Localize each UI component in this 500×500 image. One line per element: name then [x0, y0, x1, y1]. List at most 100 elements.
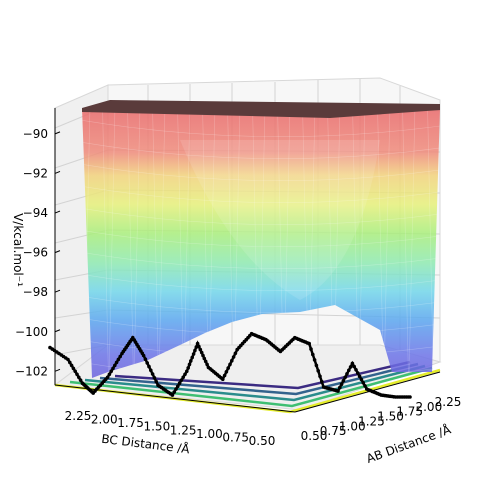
trajectory-point	[226, 366, 230, 370]
z-axis-label: V/kcal.mol⁻¹	[11, 213, 25, 287]
trajectory-point	[343, 375, 348, 380]
z-tick-label: −94	[23, 206, 48, 220]
trajectory-point	[314, 363, 319, 368]
trajectory-point	[228, 362, 232, 367]
trajectory-point	[198, 347, 203, 352]
z-tick-label: −102	[15, 364, 48, 378]
y-tick-label: 2.25	[65, 409, 92, 423]
trajectory-point	[187, 362, 192, 367]
z-tick-mark	[54, 289, 61, 293]
trajectory-point	[316, 369, 321, 373]
trajectory-point	[68, 360, 72, 365]
trajectory-point	[309, 347, 313, 351]
trajectory-point	[176, 384, 180, 389]
x-axis-ticks: 0.500.751.001.251.501.752.002.25	[301, 395, 462, 443]
trajectory-point	[116, 357, 121, 362]
x-tick-label: 1.50	[377, 410, 404, 424]
trajectory-point	[222, 373, 227, 378]
trajectory-point	[189, 359, 193, 363]
trajectory-point	[203, 359, 208, 364]
trajectory-point	[199, 350, 204, 355]
trajectory-point	[78, 378, 83, 383]
z-tick-mark	[54, 131, 61, 135]
trajectory-point	[73, 369, 77, 374]
z-tick-label: −92	[23, 166, 48, 180]
trajectory-point	[172, 390, 176, 394]
z-tick-mark	[54, 250, 61, 254]
trajectory-point	[361, 380, 366, 385]
z-tick-mark	[54, 210, 61, 214]
trajectory-point	[195, 341, 200, 346]
trajectory-point	[174, 387, 178, 391]
trajectory-point	[114, 360, 119, 365]
trajectory-point	[338, 385, 342, 390]
y-tick-label: 1.50	[143, 420, 170, 434]
trajectory-point	[149, 368, 153, 373]
z-tick-mark	[54, 329, 61, 333]
trajectory-point	[348, 365, 353, 369]
trajectory-point	[190, 355, 194, 360]
trajectory-point	[354, 368, 358, 372]
trajectory-point	[170, 393, 175, 397]
z-axis-ticks: −90 −92 −94 −96 −98 −100 −102	[15, 127, 61, 378]
trajectory-point	[318, 374, 322, 379]
trajectory-point	[307, 341, 312, 346]
y-tick-label: 0.50	[249, 434, 276, 448]
trajectory-point	[118, 354, 122, 359]
trajectory-point	[150, 372, 155, 376]
trajectory-point	[224, 370, 229, 374]
trajectory-point	[233, 351, 238, 356]
trajectory-point	[312, 358, 317, 362]
trajectory-point	[107, 372, 112, 377]
x-tick-label: 1.00	[339, 419, 366, 433]
trajectory-point	[147, 364, 151, 369]
x-tick-label: 2.25	[435, 395, 462, 409]
trajectory-point	[221, 377, 225, 382]
trajectory-point	[71, 366, 76, 371]
trajectory-point	[154, 379, 158, 384]
trajectory-point	[356, 371, 360, 375]
trajectory-point	[357, 374, 362, 379]
y-tick-label: 1.00	[196, 427, 223, 441]
trajectory-point	[350, 361, 355, 366]
trajectory-point	[69, 363, 74, 368]
trajectory-point	[197, 344, 201, 349]
trajectory-point	[205, 362, 209, 367]
y-axis-ticks: 2.25 2.00 1.75 1.50 1.25 1.00 0.75 0.50	[65, 409, 276, 448]
x-tick-label: 1.75	[396, 405, 423, 419]
trajectory-point	[66, 357, 70, 362]
trajectory-point	[191, 352, 196, 356]
trajectory-point	[105, 375, 110, 380]
trajectory-point	[231, 355, 236, 359]
trajectory-point	[359, 377, 364, 382]
trajectory-point	[347, 368, 351, 373]
trajectory-point	[352, 364, 357, 369]
trajectory-point	[345, 372, 349, 376]
x-tick-label: 2.00	[415, 400, 442, 414]
x-tick-label: 0.75	[320, 424, 347, 438]
y-tick-label: 0.75	[222, 430, 249, 444]
trajectory-point	[183, 372, 187, 377]
trajectory-point	[186, 366, 190, 370]
z-tick-mark	[54, 171, 61, 174]
trajectory-point	[320, 379, 324, 384]
y-tick-label: 1.25	[170, 423, 197, 437]
trajectory-point	[339, 382, 344, 387]
trajectory-point	[145, 361, 149, 365]
trajectory-point	[109, 369, 113, 374]
trajectory-point	[111, 366, 115, 371]
x-tick-label: 1.25	[358, 414, 385, 428]
trajectory-point	[77, 375, 81, 380]
trajectory-point	[141, 353, 146, 358]
x-tick-label: 0.50	[301, 429, 328, 443]
trajectory-point	[341, 378, 346, 383]
trajectory-point	[202, 356, 207, 361]
surface-top	[82, 100, 440, 118]
trajectory-point	[185, 369, 189, 374]
z-tick-label: −98	[23, 285, 48, 299]
trajectory-point	[179, 378, 184, 383]
z-tick-label: −90	[23, 127, 48, 141]
trajectory-point	[230, 358, 234, 363]
trajectory	[48, 331, 412, 399]
